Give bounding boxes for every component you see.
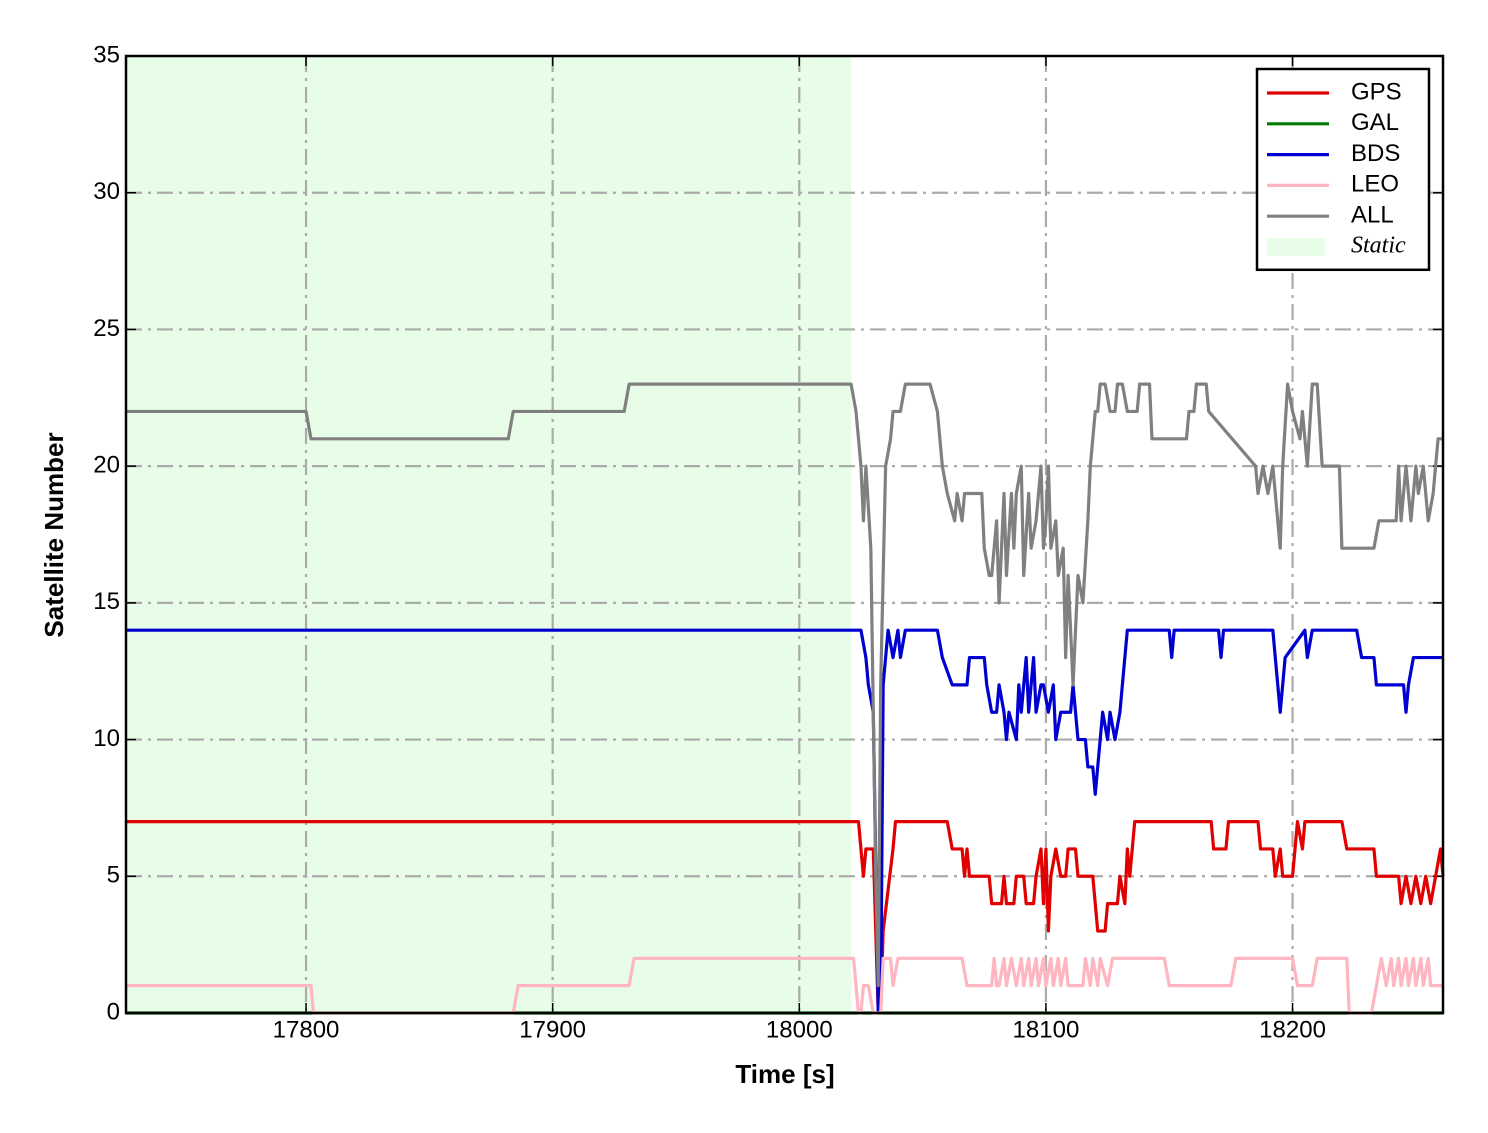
legend-label: GPS [1351, 78, 1402, 105]
legend-swatch [1267, 238, 1325, 256]
y-tick-label: 5 [107, 862, 120, 889]
legend-label: GAL [1351, 109, 1399, 136]
y-tick-label: 15 [93, 588, 120, 615]
y-tick-label: 0 [107, 998, 120, 1025]
series-line [126, 819, 1445, 1015]
y-tick-label: 30 [93, 178, 120, 205]
static-region [126, 56, 852, 1013]
x-tick-label: 17800 [273, 1016, 340, 1043]
series-line [126, 628, 1443, 1015]
legend-label: Static [1351, 233, 1406, 259]
x-tick-label: 18200 [1259, 1016, 1326, 1043]
legend-label: LEO [1351, 171, 1399, 198]
y-axis-label: Satellite Number [39, 432, 69, 637]
x-tick-label: 17900 [519, 1016, 586, 1043]
x-tick-label: 18100 [1013, 1016, 1080, 1043]
legend-box [1255, 67, 1431, 272]
series-line [126, 382, 1443, 988]
y-tick-label: 25 [93, 315, 120, 342]
legend-label: ALL [1351, 202, 1394, 229]
legend-label: BDS [1351, 140, 1400, 167]
x-axis-label: Time [s] [735, 1059, 834, 1089]
y-tick-label: 20 [93, 451, 120, 478]
y-tick-label: 35 [93, 41, 120, 68]
y-tick-label: 10 [93, 725, 120, 752]
plot-frame [124, 54, 1445, 1015]
x-tick-label: 18000 [766, 1016, 833, 1043]
